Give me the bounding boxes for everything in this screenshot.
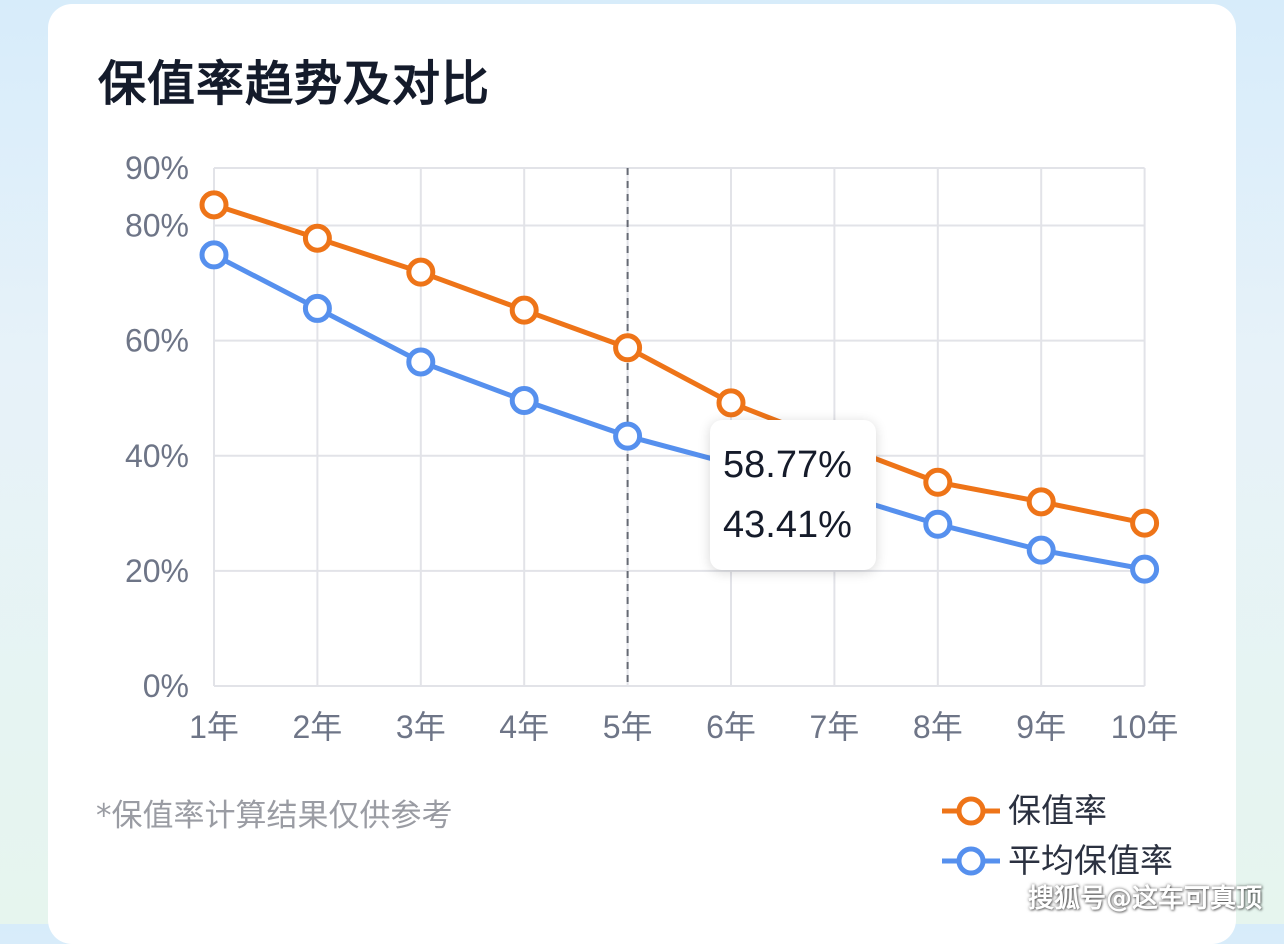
data-point-0-0[interactable] (199, 190, 229, 220)
data-point-1-3[interactable] (509, 386, 539, 416)
x-tick-label: 4年 (499, 709, 549, 745)
data-point-1-0[interactable] (199, 240, 229, 270)
data-point-0-1[interactable] (302, 223, 332, 253)
page-title: 保值率趋势及对比 (98, 56, 491, 112)
x-tick-label: 6年 (706, 709, 756, 745)
data-point-0-7[interactable] (923, 467, 953, 497)
series-group (199, 190, 1160, 584)
legend-swatch-retention (942, 796, 1000, 826)
x-tick-label: 8年 (913, 709, 963, 745)
x-tick-label: 9年 (1016, 709, 1066, 745)
data-point-0-2[interactable] (406, 257, 436, 287)
tooltip-value-average: 43.41% (723, 504, 852, 546)
chart-card (48, 4, 1236, 944)
y-tick-label: 60% (125, 323, 189, 359)
data-point-1-4[interactable] (613, 421, 643, 451)
footnote: *保值率计算结果仅供参考 (96, 798, 453, 834)
grid-lines (213, 167, 1146, 687)
y-tick-label: 80% (125, 208, 189, 244)
data-point-1-8[interactable] (1026, 535, 1056, 565)
data-point-1-1[interactable] (302, 293, 332, 323)
x-tick-label: 3年 (396, 709, 446, 745)
legend-label-retention: 保值率 (1008, 791, 1107, 830)
data-point-0-4[interactable] (613, 333, 643, 363)
y-tick-label: 40% (125, 438, 189, 474)
data-point-1-7[interactable] (923, 509, 953, 539)
watermark: 搜狐号@这车可真顶 (1028, 884, 1263, 914)
x-axis-labels: 1年 2年 3年 4年 5年 6年 7年 8年 9年 10年 (189, 709, 1178, 745)
y-axis-labels: 0% 20% 40% 60% 80% 90% (125, 150, 189, 704)
y-tick-label: 0% (143, 668, 189, 704)
legend-swatch-average (942, 846, 1000, 876)
data-point-0-8[interactable] (1026, 487, 1056, 517)
y-tick-label: 20% (125, 553, 189, 589)
series-line-0 (213, 202, 1146, 526)
line-chart[interactable]: 0% 20% 40% 60% 80% 90% 1年 2年 3年 4年 5年 6年 7年 8年 9年 10年 (0, 0, 1284, 924)
tooltip-value-retention: 58.77% (723, 444, 852, 486)
x-tick-label: 2年 (292, 709, 342, 745)
x-tick-label: 7年 (809, 709, 859, 745)
data-point-1-9[interactable] (1130, 554, 1160, 584)
y-tick-label: 90% (125, 150, 189, 186)
x-tick-label: 10年 (1111, 709, 1179, 745)
legend-label-average: 平均保值率 (1008, 841, 1173, 880)
data-point-0-3[interactable] (509, 295, 539, 325)
tooltip: 58.77% 43.41% (710, 420, 876, 570)
data-point-0-5[interactable] (716, 388, 746, 418)
x-tick-label: 1年 (189, 709, 239, 745)
series-line-1 (212, 252, 1146, 572)
data-point-1-2[interactable] (406, 347, 436, 377)
x-tick-label: 5年 (603, 709, 653, 745)
data-point-0-9[interactable] (1130, 508, 1160, 538)
